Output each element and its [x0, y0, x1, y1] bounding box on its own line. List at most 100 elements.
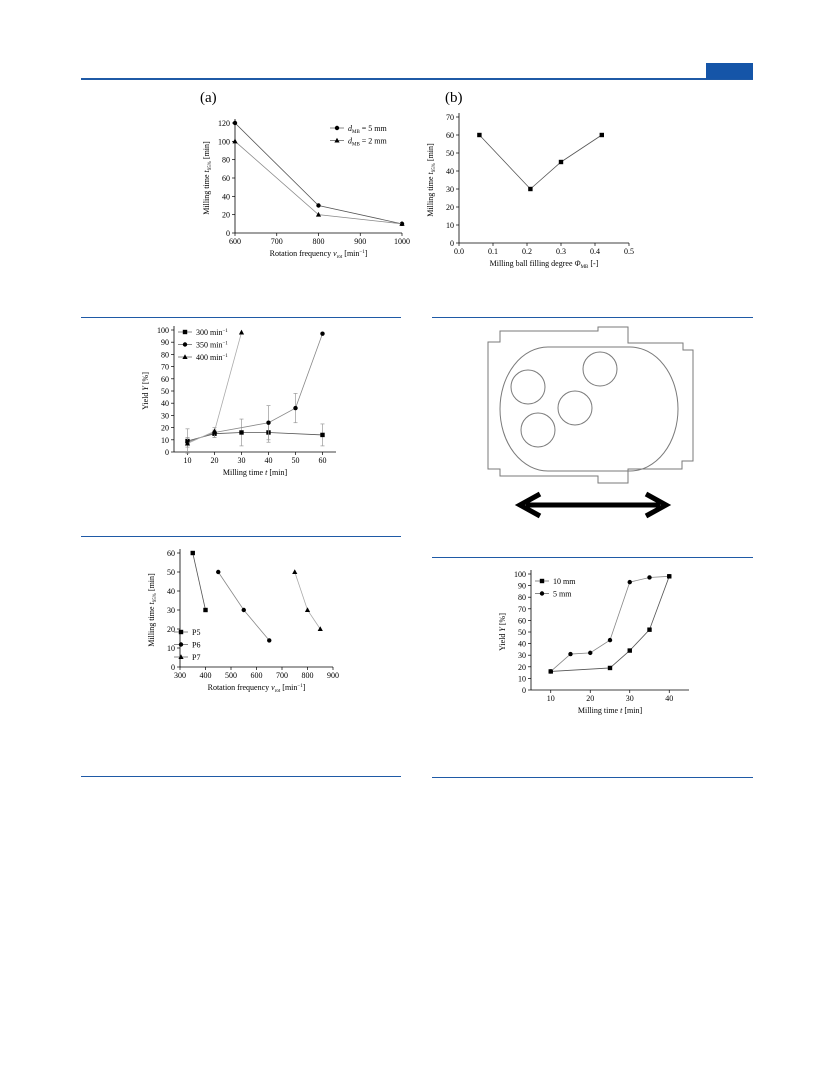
x-tick-label: 800 [302, 671, 314, 680]
legend-text: d [348, 124, 353, 133]
x-tick-label: 900 [354, 237, 366, 246]
y-tick-label: 30 [518, 651, 526, 660]
data-point [568, 651, 573, 657]
y-axis-label-symbol: t [147, 601, 156, 604]
data-point [293, 405, 298, 411]
y-axis-label-subscript: 95% [432, 163, 437, 172]
y-tick-label: 80 [222, 156, 230, 165]
y-axis-label-symbol: t [202, 169, 211, 172]
y-tick-label: 20 [518, 663, 526, 672]
data-point [320, 432, 325, 438]
y-tick-label: 20 [222, 211, 230, 220]
data-point [216, 569, 221, 575]
y-tick-label: 30 [167, 606, 175, 615]
y-tick-label: 70 [518, 605, 526, 614]
data-point [588, 650, 593, 656]
x-axis-label-symbol: Φ [575, 259, 581, 268]
x-tick-label: 700 [271, 237, 283, 246]
legend-entry: 5 mm [553, 590, 572, 599]
milling-ball [510, 369, 546, 405]
x-axis-label-symbol: t [265, 468, 268, 477]
y-axis-label-subscript: 95% [153, 593, 158, 602]
header-rule [81, 78, 753, 80]
legend-entry: 10 mm [553, 577, 576, 586]
y-axis-label-text: Yield [141, 391, 150, 410]
x-tick-label: 400 [200, 671, 212, 680]
y-tick-label: 100 [514, 570, 526, 579]
data-point [267, 638, 272, 643]
x-axis-label: Rotation frequency vrot [min−1] [208, 683, 306, 694]
double-arrow-icon [514, 491, 672, 519]
divider-right-2 [432, 557, 753, 558]
legend-superscript: −1 [222, 329, 228, 334]
x-tick-label: 600 [251, 671, 263, 680]
panel-label-a: (a) [200, 90, 217, 106]
y-axis-label: Yield Y [%] [141, 372, 150, 410]
x-axis-label-subscript: MB [581, 265, 589, 270]
data-point [190, 550, 195, 556]
milling-ball [557, 390, 593, 426]
x-axis-label-text: Milling ball filling degree [490, 259, 575, 268]
data-point [315, 211, 322, 217]
legend-text: = 2 mm [360, 137, 388, 146]
y-tick-label: 10 [446, 221, 454, 230]
x-axis-label-subscript: rot [337, 255, 343, 260]
data-point [232, 138, 238, 144]
x-tick-label: 300 [174, 671, 186, 680]
legend-subscript: MB [352, 143, 360, 148]
x-tick-label: 1000 [394, 237, 410, 246]
legend-entry: P5 [192, 628, 200, 637]
legend-entry: 400 min−1 [196, 353, 228, 362]
legend-text: P6 [192, 641, 200, 650]
legend-entry: P6 [192, 641, 200, 650]
data-point [292, 569, 298, 574]
legend-entry: P7 [192, 653, 200, 662]
y-tick-label: 50 [518, 628, 526, 637]
y-tick-label: 60 [446, 131, 454, 140]
data-point [178, 629, 184, 635]
x-tick-label: 20 [211, 456, 219, 465]
y-tick-label: 100 [157, 326, 169, 335]
data-point [320, 331, 325, 336]
y-axis-label-text: Milling time [426, 174, 435, 216]
divider-right-3 [432, 777, 753, 778]
y-tick-label: 20 [167, 625, 175, 634]
y-tick-label: 20 [446, 203, 454, 212]
y-axis-label-unit: [min] [426, 143, 435, 163]
data-point [399, 221, 405, 226]
divider-left-2 [81, 536, 401, 537]
legend-text: 10 mm [553, 577, 576, 586]
x-tick-label: 900 [327, 671, 339, 680]
y-tick-label: 40 [222, 192, 230, 201]
data-point [182, 354, 188, 359]
data-point [627, 648, 632, 653]
data-point [539, 591, 545, 596]
x-tick-label: 500 [225, 671, 237, 680]
legend-text: 350 min [196, 341, 222, 350]
data-point [238, 329, 245, 335]
x-tick-label: 0.4 [590, 247, 600, 256]
x-axis-label-unit: [min] [267, 468, 287, 477]
y-tick-label: 10 [161, 436, 169, 445]
x-tick-label: 0.3 [556, 247, 566, 256]
legend-text: d [348, 137, 353, 146]
x-tick-label: 40 [265, 456, 273, 465]
y-tick-label: 70 [446, 113, 454, 122]
y-tick-label: 90 [518, 582, 526, 591]
legend-superscript: −1 [222, 354, 228, 359]
x-axis-label: Milling ball filling degree ΦMB [-] [490, 259, 599, 270]
data-point [266, 420, 271, 425]
milling-ball [582, 351, 618, 387]
data-point [647, 627, 652, 632]
x-tick-label: 30 [238, 456, 246, 465]
data-point [184, 440, 191, 446]
y-tick-label: 30 [161, 411, 169, 420]
data-point [548, 669, 553, 674]
header-tab [706, 63, 753, 79]
data-point [627, 579, 632, 585]
x-tick-label: 40 [665, 694, 673, 703]
y-tick-label: 80 [161, 350, 169, 359]
series-line [479, 134, 603, 190]
legend-text: P7 [192, 653, 200, 662]
